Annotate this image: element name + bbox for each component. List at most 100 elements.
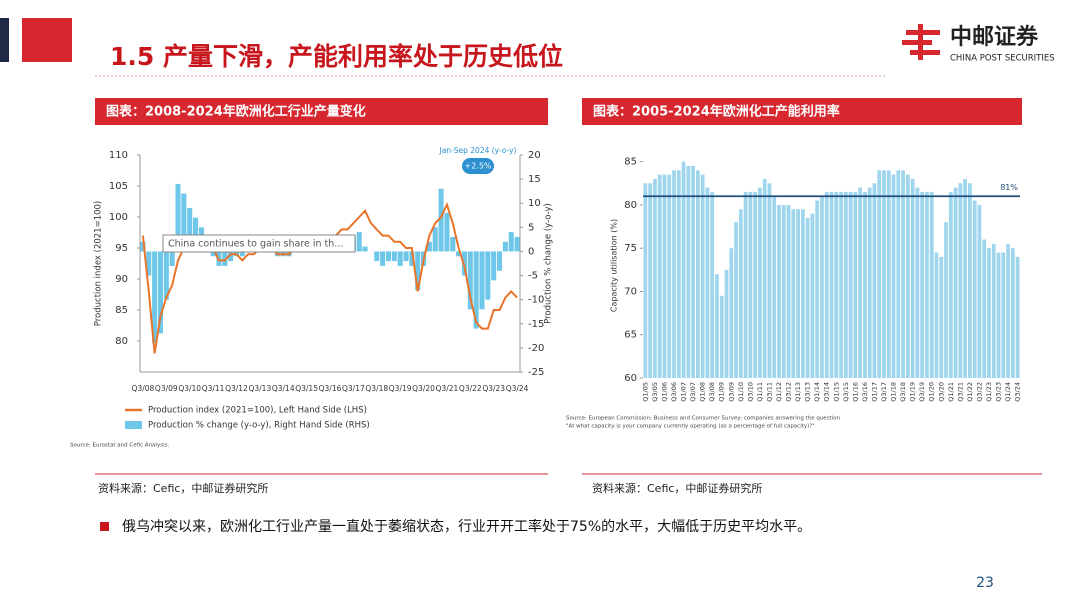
- bar: [996, 252, 1001, 378]
- bullet-text: 俄乌冲突以来，欧洲化工行业产量一直处于萎缩状态，行业开开工率处于75%的水平，大…: [122, 518, 811, 535]
- bar: [643, 183, 648, 378]
- bar: [719, 295, 724, 378]
- bar: [1015, 256, 1020, 378]
- x-tick-label: Q3/12: [225, 384, 248, 393]
- x-tick-label: Q3/11: [202, 384, 225, 393]
- bar: [944, 222, 948, 378]
- bar: [758, 187, 762, 378]
- bar: [508, 232, 514, 252]
- bar: [939, 256, 944, 378]
- reference-label: 81%: [1000, 183, 1018, 192]
- bar: [140, 241, 146, 252]
- y2-tick-label: 10: [528, 198, 541, 209]
- tooltip-text: China continues to gain share in th...: [168, 239, 343, 250]
- x-tick-label: Q3/13: [804, 382, 812, 402]
- y-tick-label: 75: [624, 243, 637, 254]
- x-tick-label: Q3/24: [506, 384, 529, 393]
- x-tick-label: Q3/19: [389, 384, 412, 393]
- x-tick-label: Q1/10: [737, 382, 745, 402]
- x-tick-label: Q1/15: [832, 382, 840, 402]
- bar: [877, 170, 882, 378]
- bar: [1006, 243, 1010, 378]
- bar: [972, 200, 977, 378]
- bar: [886, 170, 891, 378]
- logo-en: CHINA POST SECURITIES: [950, 54, 1055, 64]
- y-tick-label: 100: [109, 212, 128, 223]
- x-tick-label: Q1/24: [1004, 382, 1012, 402]
- bar: [901, 170, 905, 378]
- bar: [734, 222, 738, 378]
- x-tick-label: Q3/22: [975, 382, 983, 402]
- y-tick-label: 80: [624, 200, 637, 211]
- bar: [910, 178, 915, 378]
- tooltip-box: [162, 234, 356, 253]
- bar: [743, 191, 748, 378]
- x-tick-label: Q3/22: [459, 384, 482, 393]
- bar: [169, 251, 175, 266]
- bar: [820, 196, 824, 378]
- bar: [514, 236, 520, 252]
- bar: [657, 174, 662, 378]
- bar: [385, 251, 391, 262]
- bar: [934, 252, 939, 378]
- x-tick-label: Q3/19: [918, 382, 926, 402]
- bar: [738, 209, 743, 378]
- bar: [676, 170, 681, 378]
- page-number: 23: [976, 575, 994, 591]
- x-tick-label: Q3/10: [746, 382, 754, 402]
- bar: [432, 227, 438, 252]
- chart-heading: 图表：2005-2024年欧洲化工产能利用率: [593, 104, 840, 120]
- bar: [982, 239, 987, 378]
- bar: [380, 251, 386, 266]
- bar: [450, 236, 456, 252]
- x-tick-label: Q3/17: [342, 384, 365, 393]
- y-tick-label: 65: [624, 330, 637, 341]
- bar: [502, 241, 508, 252]
- x-tick-label: Q1/20: [928, 382, 936, 402]
- bar: [491, 251, 497, 281]
- x-tick-label: Q1/05: [641, 382, 649, 402]
- x-tick-label: Q3/13: [248, 384, 271, 393]
- x-tick-label: Q1/23: [985, 382, 993, 402]
- bar: [374, 251, 380, 262]
- bar: [968, 183, 972, 378]
- y2-tick-label: -20: [528, 343, 544, 354]
- y2-axis-label: Production % change (y-o-y): [544, 203, 554, 324]
- x-tick-label: Q3/17: [880, 382, 888, 402]
- y-axis-label: Capacity utilisation (%): [610, 219, 619, 312]
- bar: [362, 246, 368, 252]
- bar: [672, 170, 676, 378]
- credit: 资料来源：Cefic，中邮证券研究所: [592, 481, 762, 495]
- x-tick-label: Q3/05: [651, 382, 659, 402]
- x-tick-label: Q1/11: [756, 382, 764, 402]
- bullet-marker: [100, 522, 109, 531]
- bar: [479, 251, 485, 310]
- bar: [810, 213, 815, 378]
- y-tick-label: 70: [624, 286, 637, 297]
- bar: [705, 187, 710, 378]
- bar: [815, 200, 820, 378]
- logo-cn: 中邮证券: [950, 24, 1039, 50]
- source-note: Source: European Commission: Business an…: [566, 416, 841, 422]
- x-tick-label: Q3/24: [1014, 382, 1022, 402]
- x-tick-label: Q1/12: [775, 382, 783, 402]
- bar: [824, 191, 829, 378]
- bar: [724, 269, 729, 378]
- bar: [882, 170, 886, 378]
- x-tick-label: Q3/14: [823, 382, 831, 402]
- bar: [653, 178, 657, 378]
- bar: [848, 191, 853, 378]
- bar: [187, 208, 193, 252]
- x-tick-label: Q1/08: [699, 382, 707, 402]
- bar: [781, 204, 786, 378]
- x-tick-label: Q1/18: [890, 382, 898, 402]
- x-tick-label: Q3/12: [785, 382, 793, 402]
- legend-swatch: [125, 421, 142, 429]
- bar: [729, 248, 734, 378]
- bar: [991, 243, 996, 378]
- bar: [426, 241, 432, 252]
- logo-icon: [902, 24, 940, 60]
- x-tick-label: Q3/06: [670, 382, 678, 402]
- y-tick-label: 85: [115, 305, 128, 316]
